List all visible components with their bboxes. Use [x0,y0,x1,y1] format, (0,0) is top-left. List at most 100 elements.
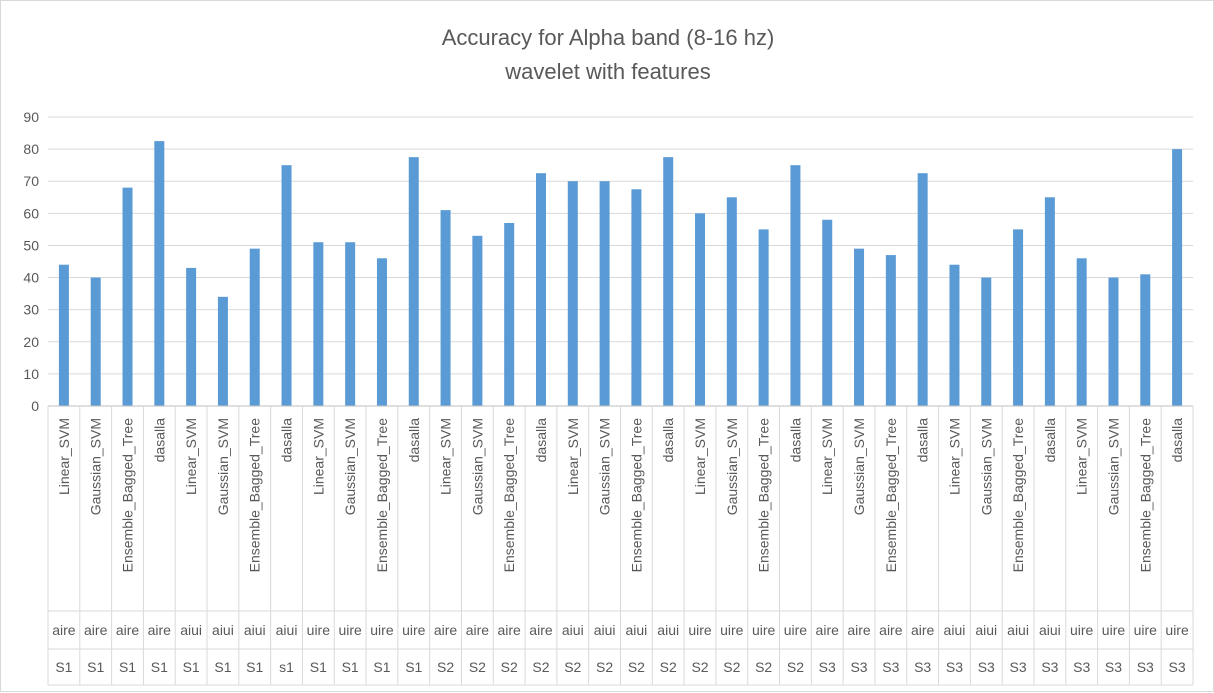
x-tick-label-subject: S2 [532,659,549,675]
x-tick-label-subject: S2 [660,659,677,675]
x-tick-label-condition: aire [148,622,172,638]
x-tick-label-condition: aiui [594,622,616,638]
x-tick-label-model: dasalla [533,418,549,463]
x-tick-label-condition: aiui [975,622,997,638]
y-tick-label: 60 [23,205,39,221]
x-tick-label-model: dasalla [915,418,931,463]
x-tick-label-condition: aire [434,622,458,638]
x-tick-label-subject: S2 [723,659,740,675]
x-tick-label-condition: uire [307,622,331,638]
x-tick-label-model: Ensemble_Bagged_Tree [756,418,772,573]
x-tick-label-model: Gaussian_SVM [724,418,740,515]
x-tick-label-model: Linear_SVM [183,418,199,495]
bar [1076,258,1087,406]
x-tick-label-model: Ensemble_Bagged_Tree [883,418,899,573]
x-tick-label-model: Ensemble_Bagged_Tree [1137,418,1153,573]
bar [90,277,101,406]
y-tick-label: 20 [23,334,39,350]
x-tick-label-subject: S3 [1073,659,1090,675]
x-tick-label-model: Linear_SVM [56,418,72,495]
x-tick-label-subject: S1 [183,659,200,675]
bar [1044,197,1055,406]
x-tick-label-condition: aire [498,622,522,638]
y-tick-label: 50 [23,237,39,253]
x-tick-label-condition: uire [784,622,808,638]
x-tick-label-model: Ensemble_Bagged_Tree [628,418,644,573]
bar [949,264,960,406]
bar [981,277,992,406]
x-tick-label-subject: S1 [214,659,231,675]
x-tick-label-subject: S2 [755,659,772,675]
x-tick-label-condition: aire [911,622,935,638]
x-tick-label-condition: aire [847,622,871,638]
x-tick-label-model: dasalla [1169,418,1185,463]
x-tick-label-subject: S3 [882,659,899,675]
x-tick-label-condition: aiui [212,622,234,638]
x-tick-label-model: Linear_SVM [819,418,835,495]
x-tick-label-condition: aiui [276,622,298,638]
bar [408,157,419,406]
x-tick-label-condition: uire [1070,622,1094,638]
x-tick-label-condition: uire [688,622,712,638]
bar [1140,274,1151,406]
x-tick-label-subject: S2 [564,659,581,675]
x-tick-label-condition: aiui [562,622,584,638]
x-tick-label-condition: aire [52,622,76,638]
x-tick-label-model: Gaussian_SVM [88,418,104,515]
x-tick-label-model: Ensemble_Bagged_Tree [501,418,517,573]
x-tick-label-model: Gaussian_SVM [1105,418,1121,515]
x-tick-label-model: dasalla [279,418,295,463]
x-tick-label-subject: S3 [1137,659,1154,675]
x-tick-label-subject: S3 [819,659,836,675]
x-tick-label-condition: uire [370,622,394,638]
x-tick-label-subject: S1 [405,659,422,675]
x-tick-label-subject: S3 [946,659,963,675]
x-tick-label-condition: uire [338,622,362,638]
x-tick-label-model: dasalla [660,418,676,463]
x-tick-label-subject: S2 [469,659,486,675]
x-tick-label-condition: uire [402,622,426,638]
x-tick-label-subject: S2 [596,659,613,675]
y-axis-ticks: 0 10 20 30 40 50 60 70 80 90 [23,109,39,414]
x-tick-label-model: Linear_SVM [310,418,326,495]
bar [567,181,578,406]
x-tick-label-subject: S3 [850,659,867,675]
x-tick-label-model: Gaussian_SVM [469,418,485,515]
x-tick-label-subject: S2 [437,659,454,675]
bar [631,189,642,406]
bar [822,219,833,406]
bar [58,264,69,406]
x-axis [47,405,1194,686]
y-tick-label: 70 [23,173,39,189]
x-tick-label-subject: S1 [87,659,104,675]
x-tick-label-subject: S1 [55,659,72,675]
bar [440,210,451,406]
x-tick-label-condition: aire [529,622,553,638]
bar [472,235,483,406]
bar [599,181,610,406]
bar [249,248,260,406]
bar [790,165,801,406]
x-tick-label-condition: aiui [180,622,202,638]
y-tick-label: 80 [23,141,39,157]
x-tick-label-model: Gaussian_SVM [851,418,867,515]
bars [58,141,1183,407]
x-tick-label-subject: S1 [373,659,390,675]
x-tick-label-condition: aire [116,622,140,638]
x-tick-label-model: dasalla [787,418,803,463]
bar [917,173,928,406]
x-tick-label-condition: uire [752,622,776,638]
x-tick-label-subject: S3 [1041,659,1058,675]
x-tick-label-subject: S2 [628,659,645,675]
x-tick-label-condition: aiui [626,622,648,638]
y-tick-label: 40 [23,270,39,286]
x-tick-label-subject: S1 [246,659,263,675]
bar [854,248,865,406]
x-tick-label-model: dasalla [1042,418,1058,463]
x-tick-label-condition: uire [1134,622,1158,638]
y-tick-label: 10 [23,366,39,382]
x-tick-label-condition: aire [466,622,490,638]
